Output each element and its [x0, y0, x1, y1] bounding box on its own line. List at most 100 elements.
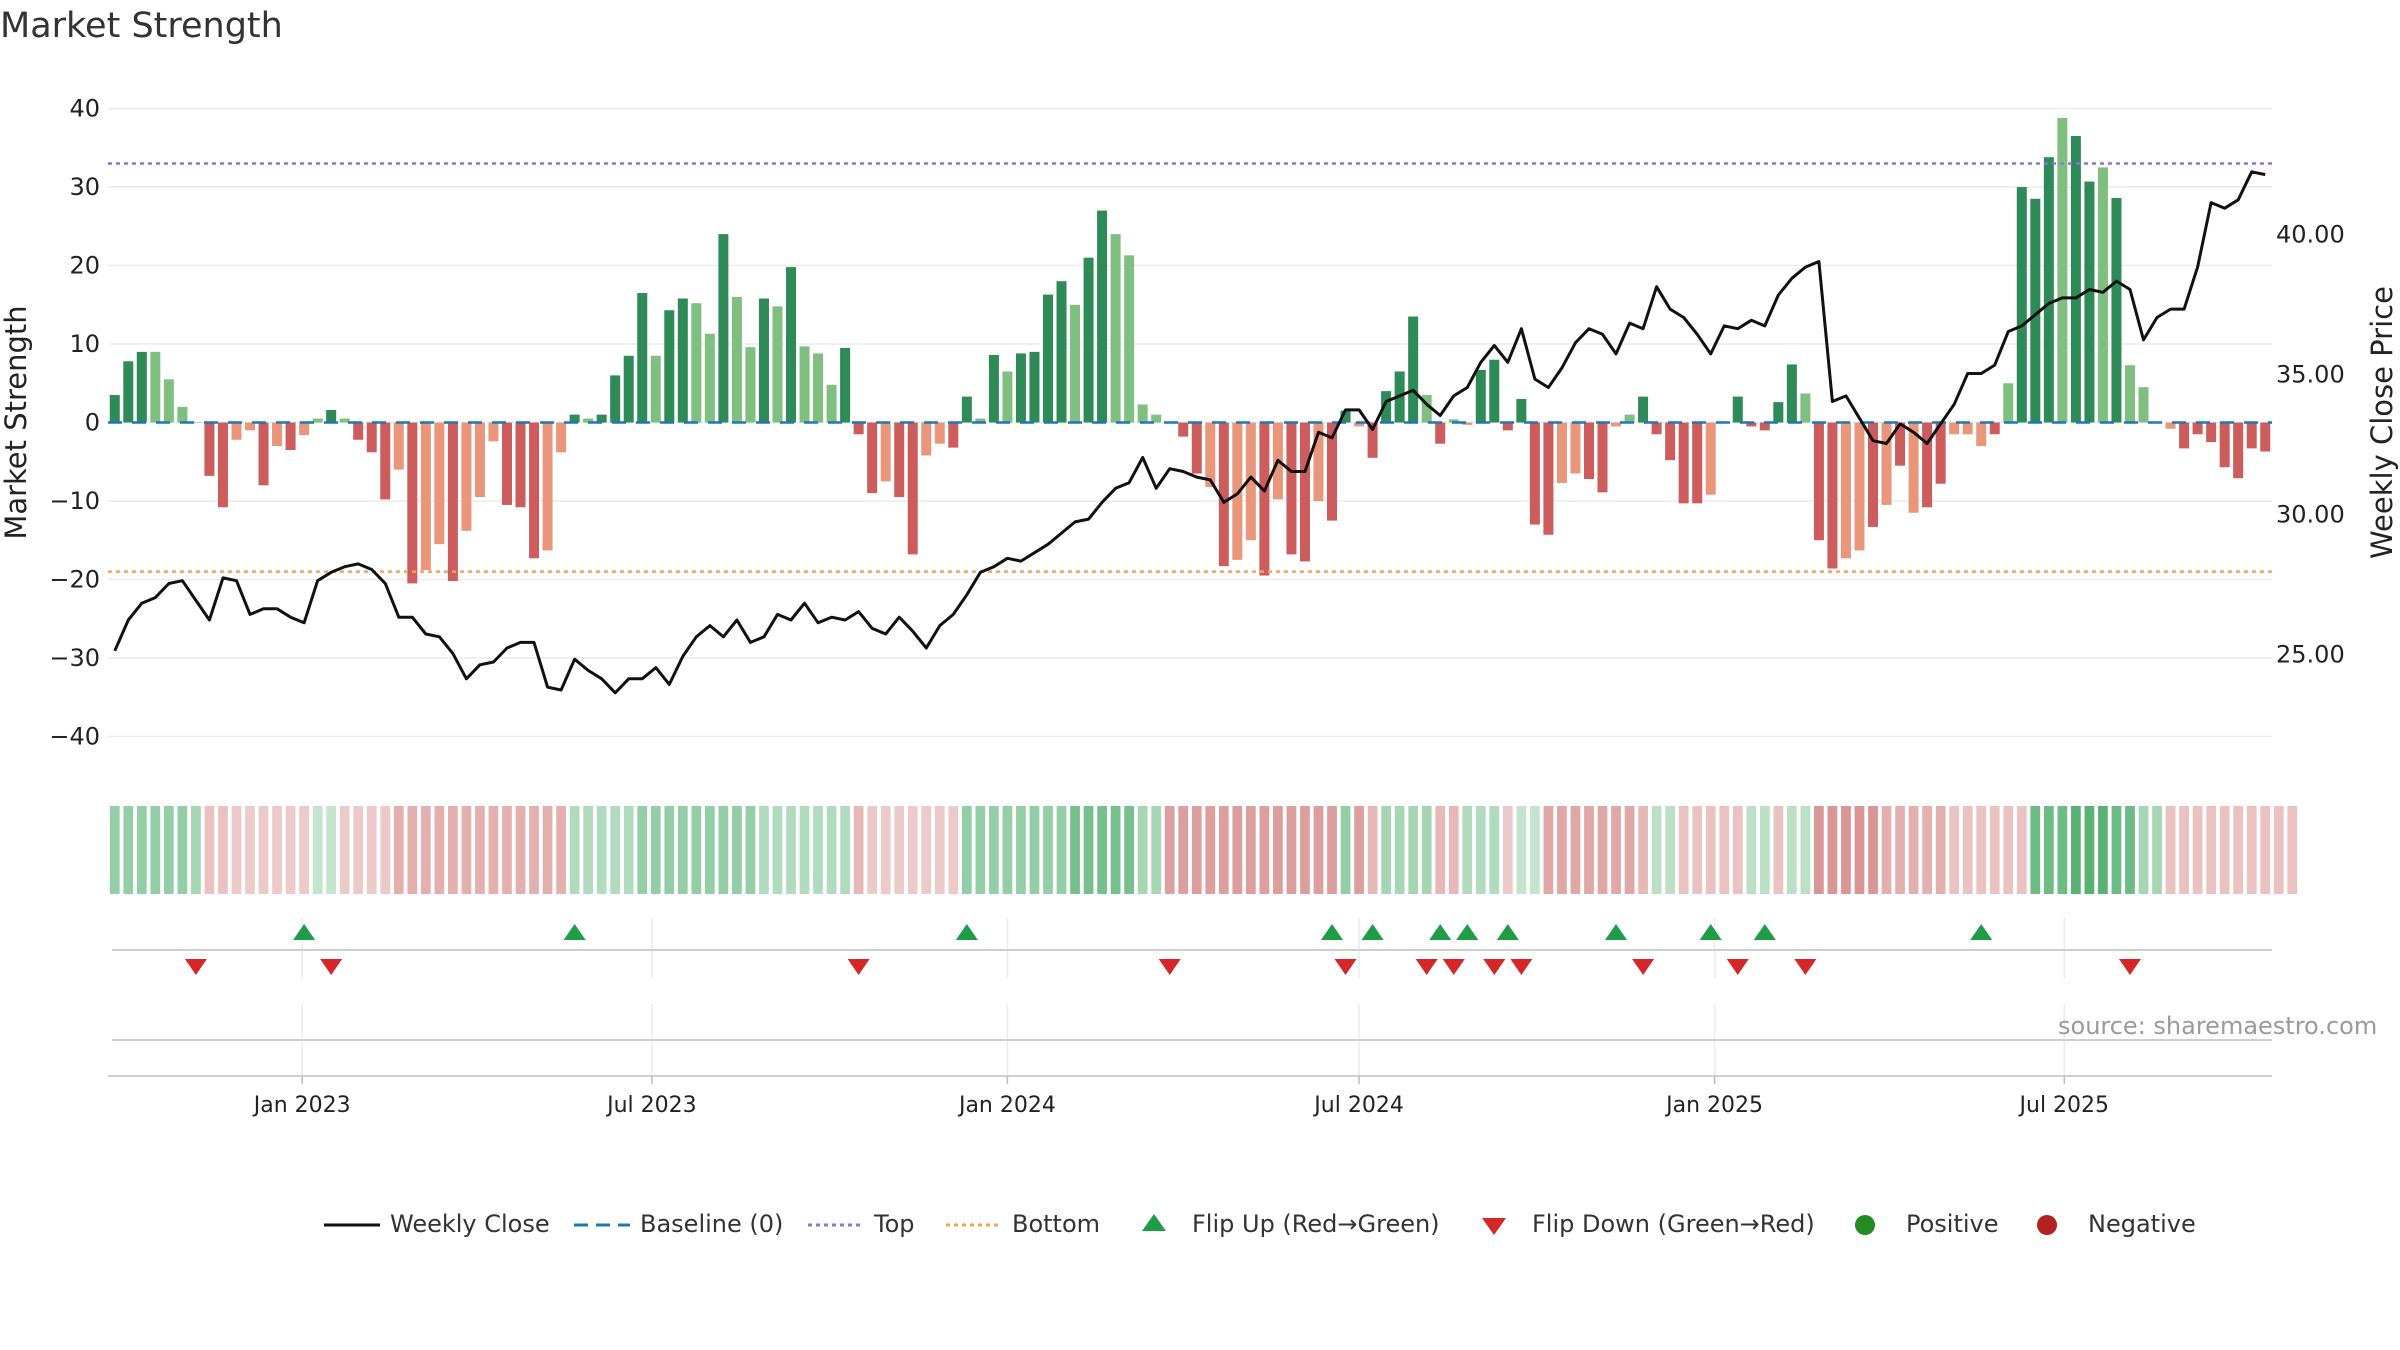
strength-band-cell [2098, 806, 2108, 894]
y-tick-label: 10 [69, 330, 100, 358]
strength-bar [1259, 422, 1270, 576]
strength-bar [894, 422, 905, 498]
flip-up-marker [1605, 924, 1628, 940]
strength-bar [745, 347, 756, 423]
strength-band-cell [989, 806, 999, 894]
flip-down-marker [1726, 959, 1749, 975]
strength-bar [434, 422, 445, 545]
chart-title: Market Strength [0, 6, 283, 46]
strength-band-cell [2138, 806, 2149, 894]
strength-band-cell [1895, 806, 1905, 894]
strength-bar [1597, 422, 1608, 493]
strength-bar [1421, 395, 1432, 423]
strength-band-cell [434, 806, 445, 894]
strength-band-cell [326, 806, 337, 894]
strength-bar [1462, 422, 1473, 425]
strength-band-cell [136, 806, 147, 894]
strength-bar [772, 306, 783, 423]
strength-band-cell [299, 806, 309, 894]
strength-bar [1489, 359, 1500, 423]
strength-bar [285, 422, 296, 450]
strength-bar [1042, 294, 1053, 423]
strength-bar [1191, 422, 1202, 474]
strength-bar [1854, 422, 1865, 551]
x-tick-label: Jan 2024 [957, 1093, 1056, 1118]
strength-band-cell [1408, 806, 1419, 894]
strength-bar [2246, 422, 2257, 449]
flip-down-marker [1794, 959, 1817, 975]
strength-band-cell [2152, 806, 2162, 894]
strength-bar [826, 384, 837, 423]
strength-bar [1245, 422, 1256, 541]
strength-bar [2219, 422, 2230, 468]
strength-band-cell [799, 806, 810, 894]
strength-bar [299, 422, 310, 436]
strength-band-cell [420, 806, 431, 894]
strength-band-cell [285, 806, 296, 894]
y-tick-label: 40 [69, 95, 100, 123]
strength-band-cell [975, 806, 986, 894]
strength-band-cell [2287, 806, 2298, 894]
strength-bar [2233, 422, 2244, 479]
strength-bar [1976, 422, 1987, 447]
strength-bar [1881, 422, 1892, 505]
strength-bar [217, 422, 228, 508]
flip-up-marker [293, 924, 316, 940]
weekly-close-line [113, 170, 2266, 695]
flip-down-marker [1510, 959, 1533, 975]
strength-band-cell [1218, 806, 1229, 894]
strength-bar [1299, 422, 1310, 562]
y2-axis-title: Weekly Close Price [2365, 286, 2399, 559]
legend-swatch-top [808, 1223, 864, 1227]
strength-band-cell [1962, 806, 1973, 894]
strength-bar [1124, 255, 1135, 423]
strength-bar [542, 422, 553, 551]
strength-bar [1962, 422, 1973, 435]
strength-bar [1151, 414, 1162, 423]
strength-bar [1313, 422, 1324, 501]
strength-band-cell [1097, 806, 1107, 894]
strength-band-cell [1908, 806, 1919, 894]
strength-band-cell [1584, 806, 1594, 894]
red-dot-icon [2037, 1215, 2057, 1235]
strength-band-cell [1462, 806, 1473, 894]
strength-bar [1989, 422, 2000, 435]
strength-bar [190, 422, 201, 423]
strength-band-cell [826, 806, 837, 894]
strength-bar [1137, 404, 1148, 423]
strength-band-cell [1394, 806, 1405, 894]
strength-bar [258, 422, 269, 486]
strength-band-cell [218, 806, 228, 894]
strength-bar [799, 346, 810, 423]
strength-band-cell [637, 806, 648, 894]
flip-down-marker [2118, 959, 2141, 975]
strength-bar [2111, 198, 2122, 423]
strength-band-cell [1421, 806, 1432, 894]
strength-bar [1922, 422, 1933, 508]
strength-bar [583, 418, 594, 423]
strength-band-cell [718, 806, 729, 894]
strength-band-cell [1124, 806, 1135, 894]
strength-band-cell [339, 806, 350, 894]
strength-bar [907, 422, 918, 555]
strength-bar [637, 292, 648, 423]
strength-band-cell [1448, 806, 1459, 894]
strength-band-cell [1597, 806, 1608, 894]
strength-bar [393, 422, 404, 470]
strength-band-cell [2084, 806, 2095, 894]
strength-band-cell [1651, 806, 1662, 894]
strength-bar [1840, 422, 1851, 559]
strength-band-cell [475, 806, 485, 894]
flip-down-marker [1334, 959, 1357, 975]
strength-bar [1232, 422, 1243, 560]
flip-up-marker [563, 924, 586, 940]
strength-bar [2165, 422, 2176, 429]
strength-bar [2097, 167, 2108, 423]
flip-down-marker [1483, 959, 1506, 975]
strength-bar [1908, 422, 1919, 513]
strength-bar [1665, 422, 1676, 461]
strength-band-cell [1935, 806, 1946, 894]
strength-band-cell [961, 806, 972, 894]
strength-band-cell [1827, 806, 1838, 894]
